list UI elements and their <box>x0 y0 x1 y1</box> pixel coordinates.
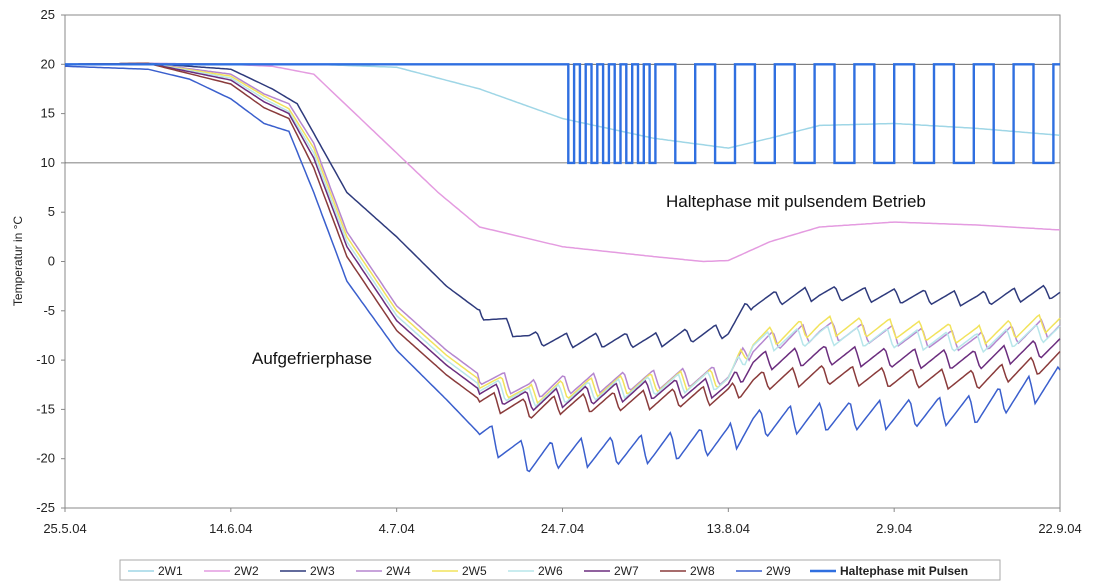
legend-item-label: 2W2 <box>234 564 259 578</box>
series-line-2w6 <box>65 62 1061 408</box>
series-line-haltephase-mit-pulsen <box>65 63 1060 165</box>
annotation-haltephase: Haltephase mit pulsendem Betrieb <box>666 192 926 211</box>
legend-item-label: 2W1 <box>158 564 183 578</box>
y-tick-label: 15 <box>41 106 55 121</box>
legend-box <box>119 559 1001 581</box>
legend-item-label: 2W7 <box>614 564 639 578</box>
y-tick-label: 20 <box>41 56 55 71</box>
annotation-aufgefrierphase: Aufgefrierphase <box>252 349 372 368</box>
y-axis-label: Temperatur in °C <box>11 216 25 306</box>
legend-item-label: 2W3 <box>310 564 335 578</box>
x-tick-label: 14.6.04 <box>209 521 252 536</box>
y-tick-label: 25 <box>41 7 55 22</box>
series-line-2w8 <box>65 62 1061 419</box>
plot-area <box>64 14 1061 509</box>
y-tick-label: 0 <box>48 254 55 269</box>
series-line-2w5 <box>65 62 1061 405</box>
y-tick-label: -25 <box>36 500 55 515</box>
series-line-2w7 <box>65 62 1061 412</box>
x-tick-label: 4.7.04 <box>379 521 415 536</box>
legend-item-label: 2W6 <box>538 564 563 578</box>
x-tick-label: 24.7.04 <box>541 521 584 536</box>
y-tick-label: 5 <box>48 204 55 219</box>
y-tick-label: -5 <box>43 303 55 318</box>
legend-item-label: 2W4 <box>386 564 411 578</box>
series-line-2w3 <box>65 62 1061 349</box>
x-axis: 25.5.04 14.6.04 4.7.04 24.7.04 13.8.04 2.9.04… <box>43 508 1082 536</box>
series-line-2w9 <box>65 65 1061 473</box>
legend-item-label: 2W8 <box>690 564 715 578</box>
legend: 2W1 2W2 2W3 2W4 2W5 2W6 2W7 2W8 2W9 Haltephase mi… <box>119 559 1001 581</box>
x-tick-label: 13.8.04 <box>707 521 750 536</box>
y-tick-label: -15 <box>36 401 55 416</box>
legend-item-label: Haltephase mit Pulsen <box>840 564 968 578</box>
x-tick-label: 22.9.04 <box>1038 521 1081 536</box>
y-tick-label: -20 <box>36 451 55 466</box>
legend-item-label: 2W9 <box>766 564 791 578</box>
y-tick-label: -10 <box>36 352 55 367</box>
x-tick-label: 25.5.04 <box>43 521 86 536</box>
legend-item-label: 2W5 <box>462 564 487 578</box>
x-tick-label: 2.9.04 <box>876 521 912 536</box>
y-axis: 25 20 15 10 5 0 -5 -10 -15 -20 -25 <box>36 7 65 515</box>
y-tick-label: 10 <box>41 155 55 170</box>
series-layer <box>65 62 1061 473</box>
